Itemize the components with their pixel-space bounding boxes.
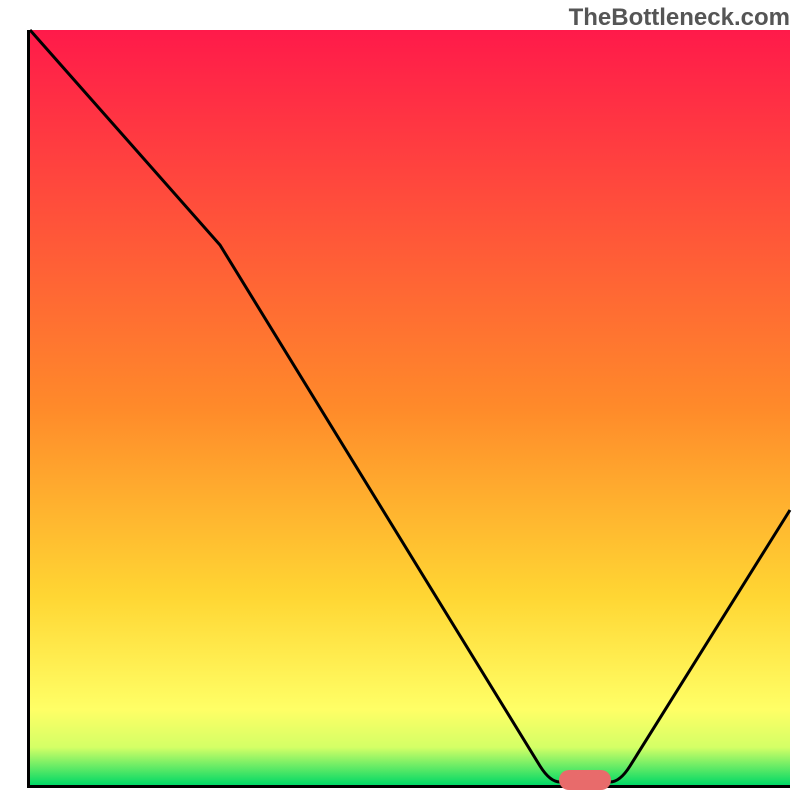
bottleneck-chart: TheBottleneck.com <box>0 0 800 800</box>
optimal-marker <box>559 770 611 790</box>
watermark-text: TheBottleneck.com <box>569 4 790 32</box>
bottleneck-curve <box>0 0 800 800</box>
curve-path <box>30 30 790 782</box>
